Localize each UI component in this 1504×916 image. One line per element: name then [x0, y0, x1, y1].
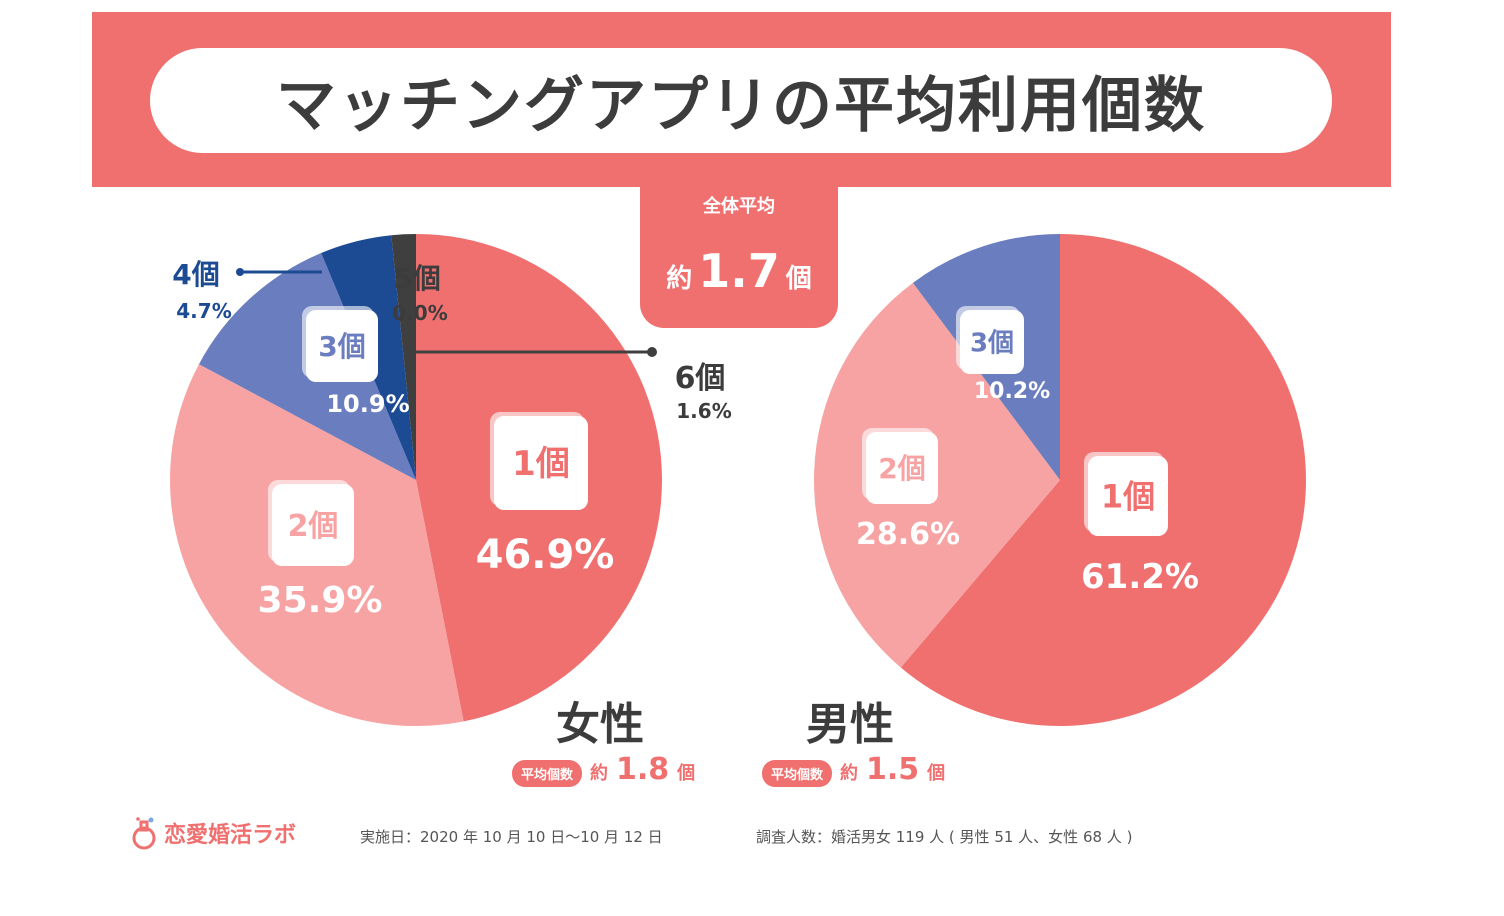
overall-average-value: 約 1.7 個: [640, 244, 838, 298]
female-badge-1-box: [494, 416, 588, 510]
footer-logo: 恋愛婚活ラボ: [130, 816, 296, 850]
female-badge-3: 3個: [302, 306, 378, 382]
overall-average-tab: 全体平均 約 1.7 個: [640, 186, 838, 328]
male-badge-1-text: 1個: [1101, 478, 1155, 516]
female-value-4: 4.7%: [176, 299, 231, 323]
overall-average-label: 全体平均: [703, 196, 775, 217]
female-badge-3-box: [306, 310, 378, 382]
male-badge-3: 3個: [956, 306, 1024, 374]
female-badge-2: 2個: [268, 480, 354, 566]
female-slice-6: [391, 234, 416, 480]
male-badge-2-box: [866, 432, 938, 504]
female-badge-1: 1個: [490, 412, 588, 510]
female-average-value: 1.8: [616, 752, 670, 787]
male-value-2: 28.6%: [856, 517, 960, 552]
male-badge-1: 1個: [1084, 452, 1168, 536]
male-label: 男性: [806, 699, 894, 750]
male-average-badge: 平均個数: [762, 760, 833, 787]
male-badge-3-text: 3個: [970, 328, 1014, 358]
male-approx: 約: [840, 763, 859, 784]
overall-value: 1.7: [698, 244, 780, 298]
male-average: 平均個数 約 1.5 個: [762, 752, 945, 787]
female-value-1: 46.9%: [476, 532, 615, 578]
female-value-6: 1.6%: [676, 399, 731, 423]
page-title: マッチングアプリの平均利用個数: [276, 71, 1206, 141]
female-category-6: 6個: [675, 361, 726, 396]
female-average-badge: 平均個数: [512, 760, 583, 787]
survey-count: 調査人数：婚活男女 119 人 ( 男性 51 人、女性 68 人 ): [756, 828, 1133, 846]
male-unit: 個: [927, 763, 946, 784]
female-unit: 個: [677, 763, 696, 784]
female-value-2: 35.9%: [258, 580, 383, 621]
female-category-4: 4個: [172, 258, 219, 291]
male-badge-3-box: [960, 310, 1024, 374]
overall-approx: 約: [666, 264, 693, 294]
male-badge-1-box: [1088, 456, 1168, 536]
female-average: 平均個数 約 1.8 個: [512, 752, 695, 787]
flask-logo-icon: [132, 817, 156, 850]
female-badge-1-text: 1個: [512, 444, 570, 484]
male-value-1: 61.2%: [1081, 557, 1199, 597]
survey-date: 実施日：2020 年 10 月 10 日〜10 月 12 日: [360, 828, 663, 846]
female-badge-2-text: 2個: [288, 509, 339, 544]
overall-unit: 個: [785, 264, 812, 294]
logo-text: 恋愛婚活ラボ: [164, 823, 297, 848]
male-badge-2-text: 2個: [878, 452, 925, 485]
female-leader-6-dot: [647, 347, 657, 357]
female-value-3: 10.9%: [326, 390, 409, 418]
male-value-3: 10.2%: [974, 379, 1050, 404]
female-value-5: 0.0%: [392, 301, 447, 325]
title-pill: マッチングアプリの平均利用個数: [150, 48, 1332, 153]
male-badge-2: 2個: [862, 428, 938, 504]
female-badge-2-box: [272, 484, 354, 566]
male-average-value: 1.5: [866, 752, 920, 787]
female-label: 女性: [556, 699, 644, 750]
female-leader-4-dot: [236, 268, 244, 276]
female-badge-3-text: 3個: [318, 330, 365, 363]
female-category-5: 5個: [393, 262, 440, 295]
female-approx: 約: [590, 763, 609, 784]
